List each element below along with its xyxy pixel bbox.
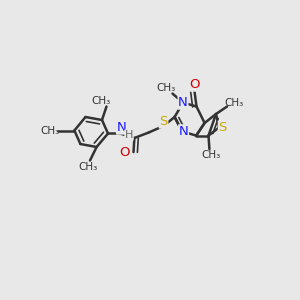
Text: CH₃: CH₃ [157,82,176,93]
Text: CH₃: CH₃ [41,125,60,136]
Text: N: N [178,96,188,109]
Text: H: H [125,130,133,140]
Text: S: S [218,121,227,134]
Text: CH₃: CH₃ [201,150,220,160]
Text: CH₃: CH₃ [92,95,111,106]
Text: S: S [159,115,168,128]
Text: N: N [117,121,126,134]
Text: O: O [189,78,200,91]
Text: CH₃: CH₃ [78,162,97,172]
Text: CH₃: CH₃ [224,98,243,108]
Text: O: O [119,146,130,159]
Text: N: N [179,125,188,138]
